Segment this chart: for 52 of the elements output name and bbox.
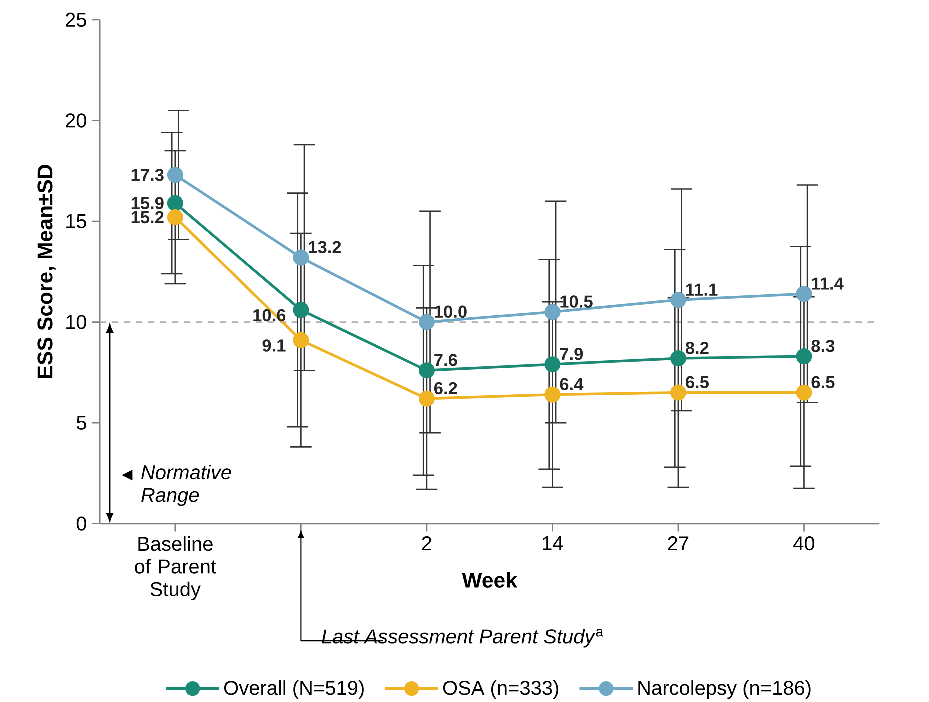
- point: [544, 304, 561, 320]
- point: [293, 302, 310, 318]
- data-label: 7.9: [560, 348, 584, 360]
- data-label: 17.3: [132, 168, 164, 182]
- point: [796, 286, 812, 302]
- point: [670, 292, 686, 308]
- point: [418, 314, 435, 330]
- data-label: 6.5: [686, 376, 709, 388]
- data-label: 6.2: [434, 382, 458, 394]
- x-tick-label: 14: [543, 536, 564, 550]
- annotation: Normative Range: [142, 464, 232, 506]
- point: [544, 386, 561, 403]
- point: [293, 332, 310, 348]
- y-tick-label: 25: [66, 12, 86, 27]
- legend-label: Overall (N=519): [224, 680, 364, 699]
- data-label: 10.0: [434, 306, 467, 318]
- data-label: 8.3: [812, 340, 835, 352]
- data-label: 9.1: [262, 339, 286, 352]
- data-label: 6.5: [812, 376, 835, 388]
- y-tick-label: 15: [66, 214, 86, 228]
- y-axis-title: ESS Score, Mean±SD: [38, 164, 56, 378]
- data-label: 7.6: [434, 354, 458, 366]
- legend-label: Narcolepsy (n=186): [638, 680, 811, 699]
- point: [796, 348, 812, 364]
- data-label: 13.2: [309, 241, 342, 254]
- y-tick-label: 10: [66, 315, 86, 330]
- point: [418, 390, 435, 407]
- data-label: 6.4: [560, 378, 584, 390]
- point: [167, 209, 184, 226]
- point: [670, 350, 686, 366]
- x-tick-label: 27: [668, 536, 689, 550]
- point: [796, 384, 812, 401]
- data-label: 15.9: [132, 197, 164, 210]
- point: [167, 195, 184, 212]
- y-tick-label: 20: [66, 113, 86, 128]
- x-axis-title: Week: [462, 572, 518, 588]
- point: [670, 384, 686, 401]
- x-tick-label: 40: [794, 536, 815, 550]
- data-label: 11.4: [812, 278, 844, 290]
- point: [544, 356, 561, 372]
- point: [293, 250, 310, 266]
- y-tick-label: 5: [76, 416, 86, 430]
- data-label: 11.1: [686, 284, 718, 296]
- data-label: 10.5: [560, 295, 593, 308]
- point: [167, 166, 184, 183]
- y-tick-label: 0: [76, 516, 86, 531]
- data-label: 15.2: [132, 211, 164, 224]
- legend-label: OSA (n=333): [443, 680, 558, 699]
- x-tick-label: 2: [422, 536, 432, 550]
- data-label: 8.2: [686, 342, 709, 354]
- point: [418, 362, 435, 378]
- x-tick-label: Baseline of Parent Study: [135, 536, 216, 600]
